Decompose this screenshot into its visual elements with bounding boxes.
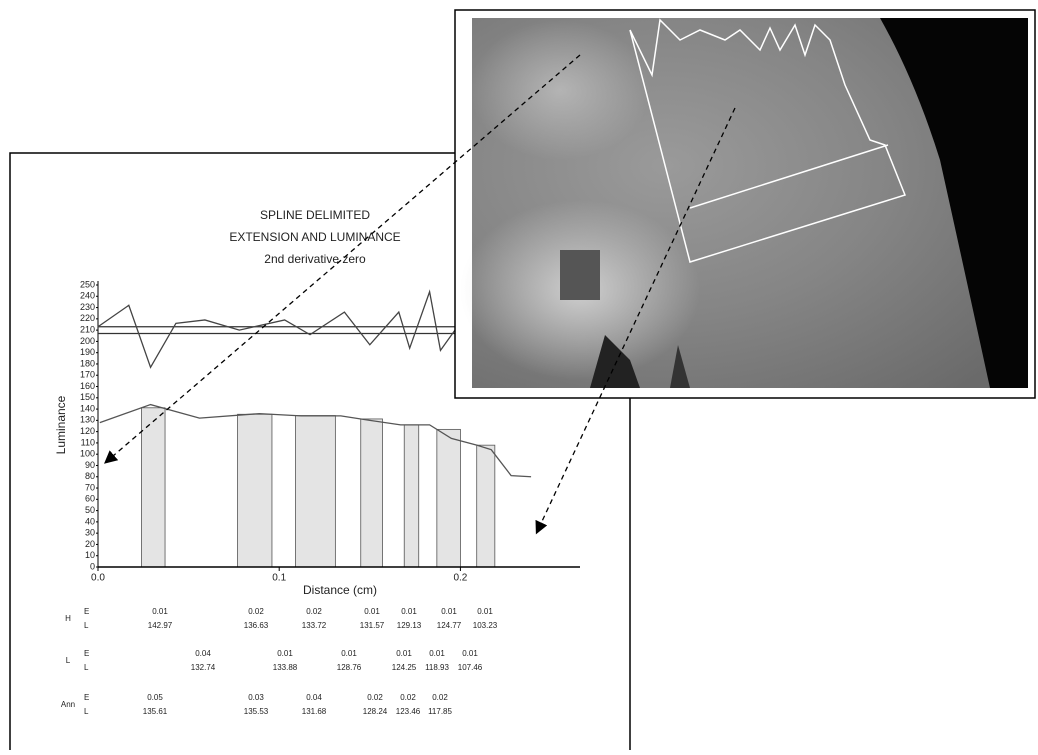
table-cell: 142.97 (148, 621, 173, 630)
y-tick-label: 80 (85, 471, 95, 481)
band (437, 429, 461, 567)
band (404, 425, 418, 567)
y-tick-label: 200 (80, 336, 95, 346)
table-cell: 0.01 (277, 649, 293, 658)
y-tick-label: 160 (80, 381, 95, 391)
table-cell: 0.01 (477, 607, 493, 616)
table-cell: 0.01 (152, 607, 168, 616)
y-tick-label: 170 (80, 370, 95, 380)
table-cell: 0.02 (248, 607, 264, 616)
chart-title: EXTENSION AND LUMINANCE (229, 230, 400, 244)
x-tick-label: 0.1 (272, 573, 286, 584)
table-cell: 123.46 (396, 707, 421, 716)
table-cell: 0.02 (367, 693, 383, 702)
y-tick-label: 250 (80, 279, 95, 289)
table-cell: 117.85 (428, 707, 452, 716)
table-cell: 118.93 (425, 663, 449, 672)
row-key: E (84, 607, 89, 616)
row-label: Ann (61, 700, 75, 709)
row-label: L (66, 656, 71, 665)
table-cell: 135.53 (244, 707, 269, 716)
table-cell: 0.02 (400, 693, 416, 702)
y-tick-label: 150 (80, 392, 95, 402)
y-tick-label: 70 (85, 482, 95, 492)
table-cell: 0.03 (248, 693, 264, 702)
y-tick-label: 50 (85, 505, 95, 515)
y-tick-label: 90 (85, 460, 95, 470)
y-tick-label: 190 (80, 347, 95, 357)
row-key: E (84, 693, 89, 702)
table-cell: 0.02 (306, 607, 322, 616)
table-cell: 131.57 (360, 621, 385, 630)
table-cell: 0.01 (462, 649, 478, 658)
y-tick-label: 240 (80, 291, 95, 301)
x-tick-label: 0.2 (453, 573, 467, 584)
table-cell: 133.72 (302, 621, 327, 630)
figure: SPLINE DELIMITED EXTENSION AND LUMINANCE 2… (0, 0, 1038, 750)
row-key: L (84, 707, 89, 716)
image-panel (455, 10, 1035, 398)
chart-subtitle: 2nd derivative zero (264, 252, 366, 266)
y-tick-label: 100 (80, 449, 95, 459)
band (141, 408, 165, 567)
row-key: E (84, 649, 89, 658)
table-cell: 136.63 (244, 621, 269, 630)
y-tick-label: 140 (80, 403, 95, 413)
x-axis-label: Distance (cm) (303, 583, 377, 597)
x-tick-label: 0.0 (91, 573, 105, 584)
table-cell: 128.24 (363, 707, 388, 716)
row-key: L (84, 621, 89, 630)
y-tick-label: 210 (80, 324, 95, 334)
y-tick-label: 180 (80, 358, 95, 368)
table-cell: 128.76 (337, 663, 362, 672)
table-cell: 0.01 (429, 649, 445, 658)
y-tick-label: 220 (80, 313, 95, 323)
y-tick-label: 130 (80, 415, 95, 425)
table-cell: 0.01 (401, 607, 417, 616)
table-cell: 103.23 (473, 621, 498, 630)
table-cell: 0.01 (396, 649, 412, 658)
table-cell: 124.77 (437, 621, 462, 630)
table-cell: 131.68 (302, 707, 327, 716)
band (296, 416, 336, 567)
y-tick-label: 110 (81, 437, 95, 447)
table-cell: 0.04 (195, 649, 211, 658)
y-tick-label: 0 (90, 561, 95, 571)
y-axis-label: Luminance (54, 395, 68, 454)
table-cell: 0.04 (306, 693, 322, 702)
table-cell: 129.13 (397, 621, 422, 630)
y-tick-label: 40 (85, 516, 95, 526)
table-cell: 135.61 (143, 707, 168, 716)
band (238, 414, 272, 567)
chart-title: SPLINE DELIMITED (260, 208, 370, 222)
table-cell: 0.02 (432, 693, 448, 702)
table-cell: 124.25 (392, 663, 417, 672)
table-cell: 0.01 (441, 607, 457, 616)
row-key: L (84, 663, 89, 672)
y-tick-label: 120 (80, 426, 95, 436)
band (361, 419, 383, 567)
table-cell: 132.74 (191, 663, 216, 672)
y-tick-label: 20 (85, 539, 95, 549)
y-tick-label: 10 (85, 550, 95, 560)
table-cell: 0.05 (147, 693, 163, 702)
table-cell: 0.01 (341, 649, 357, 658)
table-cell: 107.46 (458, 663, 483, 672)
y-tick-label: 230 (80, 302, 95, 312)
table-cell: 133.88 (273, 663, 298, 672)
y-tick-label: 30 (85, 528, 95, 538)
y-tick-label: 60 (85, 494, 95, 504)
row-label: H (65, 614, 71, 623)
band (477, 445, 495, 567)
table-cell: 0.01 (364, 607, 380, 616)
